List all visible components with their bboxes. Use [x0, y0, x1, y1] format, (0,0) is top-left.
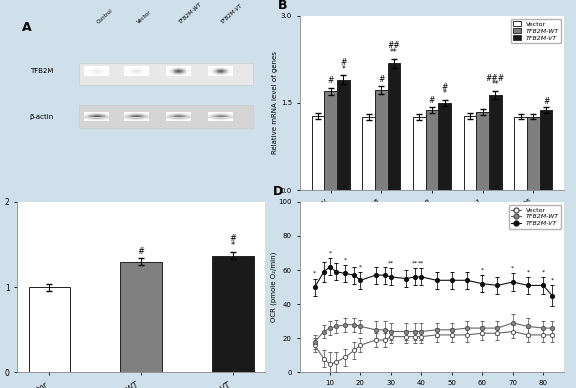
Text: TFB2M: TFB2M	[30, 68, 53, 74]
Text: #: #	[429, 96, 435, 105]
Text: *: *	[328, 251, 332, 256]
Text: #: #	[327, 76, 334, 85]
Text: **: **	[390, 48, 398, 57]
Text: Control: Control	[97, 7, 115, 24]
Bar	[79, 63, 252, 85]
Text: D: D	[273, 185, 283, 198]
Bar	[514, 117, 527, 190]
Bar	[29, 287, 70, 372]
Bar	[213, 256, 253, 372]
Text: *: *	[231, 241, 235, 249]
Text: #: #	[543, 97, 550, 106]
Text: #: #	[138, 246, 145, 256]
Bar	[375, 90, 388, 190]
Bar	[337, 80, 350, 190]
Text: *: *	[511, 266, 514, 271]
Bar	[464, 116, 476, 190]
Text: *: *	[313, 271, 316, 276]
Text: TFB2M-WT: TFB2M-WT	[179, 1, 203, 24]
Text: *: *	[551, 278, 554, 283]
Text: ##: ##	[388, 42, 400, 50]
Bar	[540, 111, 552, 190]
Bar	[489, 95, 502, 190]
Text: *: *	[359, 264, 362, 269]
Text: *: *	[481, 268, 484, 273]
Bar	[413, 117, 426, 190]
Bar	[527, 117, 540, 190]
Bar	[312, 116, 324, 190]
Text: *: *	[526, 269, 529, 274]
Bar	[362, 117, 375, 190]
Bar	[426, 111, 438, 190]
Text: #: #	[378, 74, 384, 84]
Bar	[120, 262, 162, 372]
Text: β-actin: β-actin	[30, 114, 54, 120]
Bar	[438, 103, 451, 190]
Y-axis label: Relative mRNA level of genes: Relative mRNA level of genes	[272, 51, 278, 154]
Legend: Vector, TFB2M-WT, TFB2M-VT: Vector, TFB2M-WT, TFB2M-VT	[510, 19, 562, 43]
Text: *: *	[344, 257, 347, 262]
Bar	[476, 112, 489, 190]
Y-axis label: OCR (pmole O₂/min): OCR (pmole O₂/min)	[271, 252, 277, 322]
Text: A: A	[22, 21, 32, 34]
Bar	[79, 106, 252, 128]
Y-axis label: Relative ROS level: Relative ROS level	[0, 252, 2, 322]
Text: ###: ###	[486, 74, 505, 83]
Text: #: #	[229, 234, 237, 243]
Text: #: #	[340, 58, 346, 68]
Text: Vector: Vector	[136, 9, 153, 24]
Text: B: B	[278, 0, 288, 12]
Text: **: **	[388, 261, 394, 266]
Text: #: #	[441, 83, 448, 92]
Text: **: **	[418, 261, 425, 266]
Text: TFB2M-VT: TFB2M-VT	[221, 2, 244, 24]
Text: *: *	[541, 269, 545, 274]
Bar	[388, 63, 400, 190]
Legend: Vector, TFB2M-WT, TFB2M-VT: Vector, TFB2M-WT, TFB2M-VT	[509, 205, 562, 229]
Text: *: *	[443, 89, 446, 98]
Bar	[324, 91, 337, 190]
Text: **: **	[412, 261, 418, 266]
Text: **: **	[491, 80, 499, 90]
Text: *: *	[342, 65, 345, 74]
